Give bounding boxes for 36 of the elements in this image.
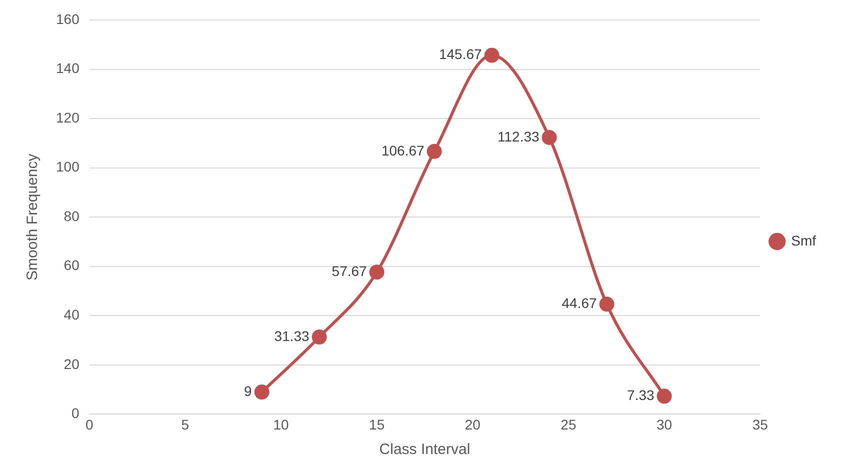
data-label: 112.33 [498, 128, 540, 144]
x-tick-label: 5 [181, 416, 190, 432]
y-axis-title: Smooth Frequency [24, 153, 42, 280]
y-tick-label: 140 [56, 60, 80, 76]
x-tick-label: 25 [560, 416, 576, 432]
point [542, 130, 557, 145]
x-tick-label: 35 [752, 416, 768, 432]
point [369, 264, 384, 280]
data-label: 9 [244, 382, 252, 399]
data-label: 145.67 [438, 46, 482, 62]
point [312, 330, 327, 345]
x-tick-label: 30 [656, 416, 672, 432]
y-tick-label: 100 [56, 158, 80, 175]
x-tick-label: 10 [273, 416, 289, 432]
point [599, 296, 614, 312]
legend-label: Smf [791, 232, 816, 248]
data-label: 57.67 [332, 262, 368, 279]
y-tick-label: 120 [56, 109, 80, 126]
data-label: 31.33 [274, 328, 310, 344]
y-tick-label: 0 [72, 405, 80, 422]
point [426, 144, 442, 159]
y-tick-label: 40 [64, 306, 80, 323]
y-tick-label: 20 [64, 356, 80, 372]
point [656, 388, 672, 404]
data-label: 7.33 [627, 387, 654, 403]
x-tick-label: 15 [369, 416, 385, 432]
y-tick-label: 160 [56, 10, 80, 27]
y-tick-label: 60 [64, 257, 80, 274]
y-tick-label: 80 [64, 208, 80, 224]
x-tick-label: 20 [464, 416, 481, 432]
data-label: 44.67 [562, 295, 597, 312]
point [484, 48, 500, 63]
point [254, 384, 270, 400]
data-label: 106.67 [381, 142, 425, 158]
x-axis-title: Class Interval [379, 441, 470, 458]
x-tick-label: 0 [85, 416, 94, 432]
